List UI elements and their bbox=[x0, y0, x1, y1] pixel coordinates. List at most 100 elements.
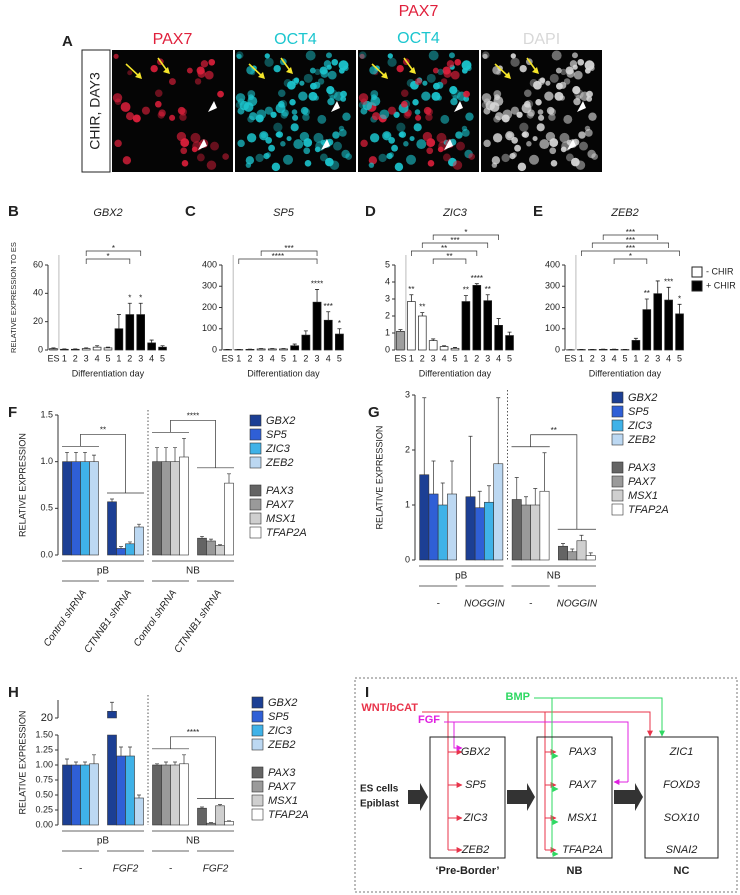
arrow-head bbox=[163, 67, 170, 74]
error-bar bbox=[477, 490, 482, 508]
x-tick-label: 1 bbox=[633, 353, 638, 363]
bar bbox=[179, 456, 189, 556]
cell bbox=[414, 109, 421, 115]
error-bar bbox=[164, 761, 168, 765]
cell bbox=[217, 90, 224, 98]
cell bbox=[413, 123, 422, 132]
y-tick-label: 100 bbox=[545, 323, 560, 333]
legend-swatch bbox=[249, 526, 262, 539]
legend-swatch bbox=[611, 391, 624, 404]
gene-label: MSX1 bbox=[568, 812, 598, 824]
group-label: NB bbox=[547, 571, 561, 582]
cell bbox=[537, 109, 544, 115]
cell bbox=[423, 106, 432, 115]
y-tick-label: 0 bbox=[385, 344, 390, 354]
bar bbox=[125, 755, 135, 826]
cell bbox=[132, 114, 141, 123]
gene-label: SNAI2 bbox=[666, 844, 698, 856]
cell bbox=[549, 73, 559, 83]
cell bbox=[141, 106, 150, 115]
cell bbox=[319, 153, 328, 162]
bracket-label: *** bbox=[626, 236, 635, 245]
y-tick-label: 20 bbox=[33, 316, 43, 326]
arrowhead bbox=[577, 101, 586, 112]
cell bbox=[314, 68, 321, 76]
error-bar bbox=[442, 345, 447, 347]
cell bbox=[551, 50, 562, 61]
bar bbox=[428, 340, 438, 351]
legend-label: PAX7 bbox=[266, 499, 294, 511]
bracket bbox=[432, 258, 467, 264]
error-bar bbox=[160, 345, 165, 348]
significance: ** bbox=[463, 286, 469, 295]
x-tick-label: NOGGIN bbox=[557, 599, 598, 610]
cell bbox=[190, 132, 201, 143]
y-tick-label: 0.5 bbox=[40, 503, 53, 513]
bar bbox=[642, 309, 652, 351]
bar bbox=[49, 348, 58, 351]
significance: ** bbox=[408, 285, 414, 294]
cell bbox=[382, 131, 392, 141]
cell bbox=[510, 106, 519, 115]
channel-label: OCT4 bbox=[397, 30, 440, 47]
bar bbox=[197, 537, 207, 556]
cell bbox=[210, 141, 219, 151]
bracket-label: *** bbox=[626, 228, 635, 237]
bar bbox=[107, 501, 117, 556]
cell bbox=[573, 97, 581, 106]
gene-label: ZEB2 bbox=[461, 844, 490, 856]
cell bbox=[298, 91, 308, 101]
cell bbox=[545, 80, 551, 86]
cell bbox=[446, 60, 455, 68]
bar bbox=[81, 348, 91, 351]
cell bbox=[463, 90, 470, 98]
error-bar bbox=[561, 543, 565, 547]
x-tick-label: 2 bbox=[420, 353, 425, 363]
y-tick-label: 400 bbox=[202, 259, 217, 269]
significance: **** bbox=[311, 280, 323, 289]
x-tick-label: 2 bbox=[644, 353, 649, 363]
bar bbox=[116, 755, 126, 826]
cell bbox=[333, 141, 342, 151]
x-tick-label: ES bbox=[564, 353, 576, 363]
error-bar bbox=[326, 311, 331, 321]
cell bbox=[286, 136, 292, 142]
cell bbox=[264, 106, 273, 115]
cell bbox=[403, 141, 409, 147]
x-tick-label: - bbox=[529, 599, 533, 610]
cell bbox=[122, 156, 132, 165]
x-tick-label: 3 bbox=[315, 353, 320, 363]
y-tick-label: 0.00 bbox=[35, 819, 53, 829]
chart-title: SP5 bbox=[273, 207, 295, 219]
error-bar bbox=[514, 477, 519, 500]
y-tick-label: 300 bbox=[545, 281, 560, 291]
error-bar bbox=[315, 289, 320, 303]
cell bbox=[358, 51, 367, 59]
bar bbox=[335, 333, 344, 351]
cell bbox=[289, 99, 296, 106]
cell bbox=[461, 125, 468, 132]
cell bbox=[421, 91, 431, 101]
group-label: NB bbox=[186, 566, 200, 577]
error-bar bbox=[209, 538, 213, 541]
bar bbox=[103, 347, 113, 351]
cell bbox=[237, 98, 245, 105]
cell bbox=[579, 141, 588, 151]
error-bar bbox=[110, 701, 114, 712]
cell bbox=[589, 65, 595, 72]
cell bbox=[313, 95, 319, 101]
x-tick-label: 5 bbox=[337, 353, 342, 363]
cell bbox=[544, 91, 554, 101]
error-bar bbox=[128, 541, 132, 544]
bracket bbox=[511, 434, 596, 530]
bar bbox=[290, 345, 300, 351]
cell bbox=[529, 154, 540, 165]
bracket bbox=[613, 258, 648, 264]
error-bar bbox=[65, 758, 69, 765]
error-bar bbox=[200, 535, 204, 539]
bar bbox=[116, 548, 126, 556]
bracket-label: ** bbox=[551, 426, 557, 435]
arrow-head bbox=[286, 67, 293, 74]
error-bar bbox=[95, 345, 100, 348]
